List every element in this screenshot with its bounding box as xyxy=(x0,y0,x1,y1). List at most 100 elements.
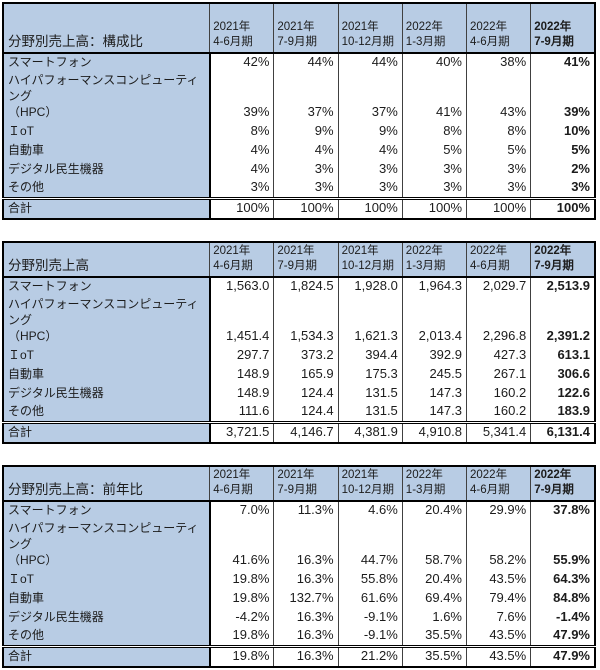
value-cell: 4% xyxy=(208,160,274,179)
total-value-cell: 100% xyxy=(465,197,531,219)
value-cell: 160.2 xyxy=(465,403,531,423)
table-row: スマートフォン 1,563.0 1,824.5 1,928.0 1,964.3 2,029… xyxy=(3,277,595,296)
column-header-year: 2022年 xyxy=(470,245,508,257)
column-header-year: 2021年 xyxy=(277,21,315,33)
value-cell: 19.8% xyxy=(208,589,274,608)
table-title: 分野別売上高：前年比 xyxy=(3,466,210,502)
value-cell: 9% xyxy=(273,122,339,141)
revenue-table: 分野別売上高 2021年 4-6月期 2021年 7-9月期 2021年 10-12月期 20… xyxy=(2,241,596,444)
row-label: ＩoT xyxy=(3,122,210,141)
table-row: スマートフォン 7.0% 11.3% 4.6% 20.4% 29.9% 37.8% xyxy=(3,501,595,520)
column-header-period: 7-9月期 xyxy=(534,260,574,272)
value-cell: 1,824.5 xyxy=(273,277,339,296)
value-cell: 1,964.3 xyxy=(401,277,467,296)
row-label: 自動車 xyxy=(3,141,210,160)
header-row: 分野別売上高 2021年 4-6月期 2021年 7-9月期 2021年 10-12月期 20… xyxy=(3,242,595,278)
row-label: スマートフォン xyxy=(3,501,210,520)
column-header-period: 10-12月期 xyxy=(341,484,395,496)
value-cell: 122.6 xyxy=(530,384,595,403)
value-cell: 1.6% xyxy=(401,608,467,627)
value-cell: 3% xyxy=(337,160,403,179)
value-cell: 8% xyxy=(465,122,531,141)
total-label: 合計 xyxy=(3,421,210,443)
row-label: デジタル民生機器 xyxy=(3,384,210,403)
value-cell: 3% xyxy=(208,179,274,199)
total-value-cell: 100% xyxy=(208,197,274,219)
value-cell: 44% xyxy=(337,53,403,72)
total-label: 合計 xyxy=(3,645,210,667)
value-cell: 297.7 xyxy=(208,346,274,365)
value-cell: 1,451.4 xyxy=(208,296,274,346)
value-cell: 7.6% xyxy=(465,608,531,627)
table-row: デジタル民生機器 -4.2% 16.3% -9.1% 1.6% 7.6% -1.4% xyxy=(3,608,595,627)
value-cell: 42% xyxy=(208,53,274,72)
value-cell: 373.2 xyxy=(273,346,339,365)
column-header-period: 4-6月期 xyxy=(213,484,253,496)
total-value-cell: 43.5% xyxy=(465,645,531,667)
value-cell: 148.9 xyxy=(208,365,274,384)
total-value-cell: 19.8% xyxy=(208,645,274,667)
column-header-year: 2021年 xyxy=(213,469,251,481)
column-header-period: 7-9月期 xyxy=(277,36,318,48)
value-cell: 3% xyxy=(401,179,467,199)
value-cell: 2% xyxy=(530,160,595,179)
value-cell: 175.3 xyxy=(337,365,403,384)
total-value-cell: 4,146.7 xyxy=(273,421,339,443)
column-header-year: 2022年 xyxy=(534,469,572,481)
header-row: 分野別売上高：構成比 2021年 4-6月期 2021年 7-9月期 2021年 10-12… xyxy=(3,3,595,54)
value-cell: 2,013.4 xyxy=(401,296,467,346)
column-header: 2021年 4-6月期 xyxy=(209,466,274,502)
column-header: 2021年 10-12月期 xyxy=(337,466,403,502)
table-row: スマートフォン 42% 44% 44% 40% 38% 41% xyxy=(3,53,595,72)
value-cell: 9% xyxy=(337,122,403,141)
value-cell: 8% xyxy=(208,122,274,141)
value-cell: 267.1 xyxy=(465,365,531,384)
value-cell: 7.0% xyxy=(208,501,274,520)
total-label: 合計 xyxy=(3,197,210,219)
value-cell: 124.4 xyxy=(273,384,339,403)
value-cell: 3% xyxy=(273,179,339,199)
value-cell: 84.8% xyxy=(530,589,595,608)
column-header: 2021年 7-9月期 xyxy=(273,466,339,502)
value-cell: 131.5 xyxy=(337,403,403,423)
row-label: スマートフォン xyxy=(3,53,210,72)
row-label: ハイパフォーマンスコンピューティング （HPC） xyxy=(3,72,210,122)
column-header-period: 1-3月期 xyxy=(405,260,446,272)
column-header-period: 4-6月期 xyxy=(470,36,510,48)
value-cell: 4.6% xyxy=(337,501,403,520)
value-cell: 2,029.7 xyxy=(465,277,531,296)
value-cell: 58.7% xyxy=(401,520,467,570)
value-cell: 245.5 xyxy=(401,365,467,384)
value-cell: 3% xyxy=(273,160,339,179)
column-header-period: 10-12月期 xyxy=(341,36,395,48)
value-cell: 64.3% xyxy=(530,570,595,589)
value-cell: 124.4 xyxy=(273,403,339,423)
value-cell: 38% xyxy=(465,53,531,72)
value-cell: 41% xyxy=(530,53,595,72)
column-header-year: 2021年 xyxy=(213,21,251,33)
column-header: 2022年 1-3月期 xyxy=(401,3,467,54)
value-cell: 2,513.9 xyxy=(530,277,595,296)
table-row: ＩoT 297.7 373.2 394.4 392.9 427.3 613.1 xyxy=(3,346,595,365)
value-cell: 392.9 xyxy=(401,346,467,365)
column-header: 2021年 4-6月期 xyxy=(209,3,274,54)
value-cell: 5% xyxy=(401,141,467,160)
column-header-year: 2021年 xyxy=(341,21,379,33)
value-cell: 69.4% xyxy=(401,589,467,608)
column-header: 2022年 7-9月期 xyxy=(530,3,595,54)
row-label: ＩoT xyxy=(3,346,210,365)
column-header-year: 2022年 xyxy=(405,245,443,257)
total-value-cell: 100% xyxy=(530,197,595,219)
total-value-cell: 3,721.5 xyxy=(208,421,274,443)
row-label: デジタル民生機器 xyxy=(3,160,210,179)
value-cell: 39% xyxy=(530,72,595,122)
total-value-cell: 4,381.9 xyxy=(337,421,403,443)
total-value-cell: 5,341.4 xyxy=(465,421,531,443)
value-cell: 4% xyxy=(337,141,403,160)
value-cell: 4% xyxy=(273,141,339,160)
table-row: 自動車 148.9 165.9 175.3 245.5 267.1 306.6 xyxy=(3,365,595,384)
value-cell: 165.9 xyxy=(273,365,339,384)
header-row: 分野別売上高：前年比 2021年 4-6月期 2021年 7-9月期 2021年 10-12… xyxy=(3,466,595,502)
column-header-year: 2022年 xyxy=(470,469,508,481)
column-header: 2022年 7-9月期 xyxy=(530,242,595,278)
